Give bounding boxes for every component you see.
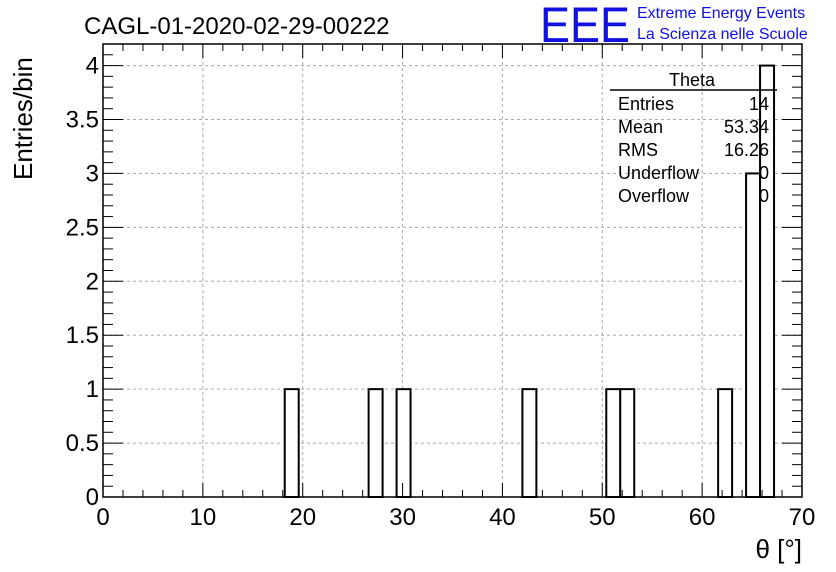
stats-rows: Entries 14 Mean 53.34 RMS 16.26 Underflow 0 Over… <box>618 94 769 206</box>
axis-ticks <box>102 44 803 498</box>
x-tick-label: 50 <box>589 504 616 531</box>
y-tick-label: 2 <box>86 268 99 295</box>
x-tick-label: 70 <box>789 504 816 531</box>
x-tick-label: 10 <box>190 504 217 531</box>
stats-row-value: 0 <box>759 186 769 206</box>
chart-title: CAGL-01-2020-02-29-00222 <box>84 13 390 40</box>
histogram-bin <box>283 388 300 498</box>
histogram-bin <box>605 388 622 498</box>
y-tick-label: 2.5 <box>66 214 99 241</box>
stats-row-label: Overflow <box>618 186 690 206</box>
x-tick-label: 20 <box>289 504 316 531</box>
histogram-bin <box>717 388 734 498</box>
grid <box>103 44 802 497</box>
logo-line-1: Extreme Energy Events <box>637 5 805 22</box>
x-tick-label: 0 <box>96 504 109 531</box>
stats-row-label: Underflow <box>618 163 700 183</box>
histogram-bin <box>745 172 762 499</box>
histogram-bin <box>395 388 412 498</box>
stats-row-value: 0 <box>759 163 769 183</box>
stats-row-label: RMS <box>618 140 658 160</box>
histogram-bin <box>367 388 384 498</box>
y-tick-label: 1.5 <box>66 322 99 349</box>
y-tick-label: 3.5 <box>66 107 99 134</box>
histogram-bin <box>521 388 538 498</box>
stats-title: Theta <box>669 70 716 90</box>
y-tick-label: 0.5 <box>66 430 99 457</box>
y-tick-label: 4 <box>86 53 99 80</box>
stats-row-value: 16.26 <box>724 140 769 160</box>
histogram-bin <box>619 388 636 498</box>
logo-mark: EEE <box>540 0 630 53</box>
x-tick-label: 60 <box>689 504 716 531</box>
x-tick-label: 30 <box>389 504 416 531</box>
tick-labels: 0 10 20 30 40 50 60 70 0 0.5 1 1.5 2 2.5 3 3.5 4 <box>66 53 816 531</box>
stats-row-label: Entries <box>618 94 674 114</box>
y-axis-title: Entries/bin <box>8 57 38 180</box>
x-tick-label: 40 <box>489 504 516 531</box>
logo: EEE Extreme Energy Events La Scienza nel… <box>540 0 808 53</box>
y-tick-label: 1 <box>86 376 99 403</box>
stats-box: Theta Entries 14 Mean 53.34 RMS 16.26 Underflo… <box>610 70 777 206</box>
x-axis-title: θ [°] <box>755 534 802 564</box>
stats-row-value: 53.34 <box>724 117 769 137</box>
stats-row-label: Mean <box>618 117 663 137</box>
plot-frame <box>102 43 803 498</box>
y-tick-label: 0 <box>86 484 99 511</box>
logo-line-2: La Scienza nelle Scuole <box>637 26 808 43</box>
y-tick-label: 3 <box>86 160 99 187</box>
stats-row-value: 14 <box>749 94 769 114</box>
